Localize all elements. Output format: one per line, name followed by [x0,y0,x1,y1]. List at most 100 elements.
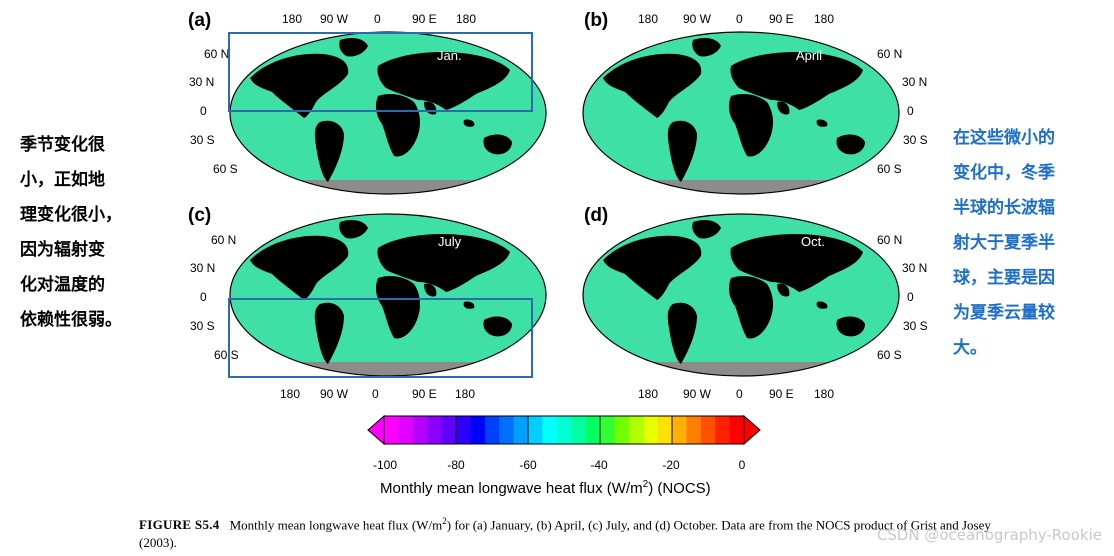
landmass [777,283,790,297]
panel-label-b: (b) [584,10,609,31]
landmass [728,276,773,339]
note-line: 球，主要是因 [953,268,1055,288]
colorbar-tick: -80 [447,458,465,472]
colorbar-frame [383,415,745,445]
lat-tick: 30 N [902,75,928,89]
lat-tick: 30 S [190,133,215,147]
month-label-april: April [796,48,823,63]
note-line: 小，正如地 [20,170,105,190]
landmass [667,120,697,182]
landmass [314,302,344,364]
landmass [692,220,721,239]
map-panel-july [228,212,548,378]
colorbar-swatch [398,416,414,444]
colorbar-arrow-high [743,414,761,446]
lat-tick: 60 N [877,47,903,61]
note-line: 大。 [953,338,987,358]
month-label-january: Jan. [437,48,462,63]
colorbar-swatch [571,416,587,444]
figure-caption: FIGURE S5.4 Monthly mean longwave heat fl… [139,516,991,551]
colorbar-swatch [470,416,486,444]
colorbar-swatch [456,416,471,444]
landmass [730,234,863,292]
note-line: 化对温度的 [20,275,105,295]
panel-label-a: (a) [188,10,212,31]
world-map [229,213,547,377]
lat-tick: 30 S [903,319,928,333]
landmass [483,134,512,155]
note-line: 依赖性很弱。 [20,310,122,330]
lat-tick: 60 N [211,233,237,247]
lon-tick: 180 [638,387,659,401]
colorbar-swatch [542,416,558,444]
note-line: 在这些微小的 [953,128,1055,148]
lon-tick: 90 W [320,387,349,401]
colorbar-swatch [441,416,457,444]
colorbar-swatch [600,416,615,444]
lon-tick: 180 [814,387,835,401]
note-line: 变化中，冬季 [953,163,1055,183]
colorbar-swatch [513,416,529,444]
colorbar-swatch [412,416,428,444]
colorbar-title: Monthly mean longwave heat flux (W/m2) (… [380,479,711,497]
lat-tick: 60 N [877,233,903,247]
lon-tick: 0 [372,387,379,401]
colorbar-swatch [499,416,515,444]
colorbar-arrow-low [367,414,385,446]
landmass [463,301,475,309]
landmass [375,94,420,157]
lat-tick: 60 N [204,47,230,61]
lon-tick: 180 [638,12,659,26]
map-panel-april [581,30,901,196]
landmass [463,119,475,127]
landmass [730,52,863,110]
panel-label-d: (d) [584,205,609,226]
lon-tick: 90 W [683,387,712,401]
lat-tick: 30 S [903,133,928,147]
lon-tick: 0 [736,387,743,401]
panel-label-c: (c) [188,205,212,226]
colorbar-tick: -100 [372,458,398,472]
highlight-box-southern [228,298,533,378]
colorbar-swatch [628,416,644,444]
note-line: 射大于夏季半 [953,233,1055,253]
colorbar-swatch [484,416,500,444]
colorbar-swatch [686,416,702,444]
landmass [424,283,437,297]
colorbar-tick: -40 [590,458,608,472]
month-label-july: July [438,234,462,249]
colorbar-swatch [614,416,630,444]
colorbar-tick: 0 [738,458,746,472]
watermark: CSDN @oceanography-Rookie [876,526,1102,544]
colorbar-swatch [715,416,731,444]
colorbar-swatch [528,416,543,444]
lon-tick: 90 W [320,12,349,26]
map-outline [582,213,900,377]
note-line: 因为辐射变 [20,240,105,260]
lon-tick: 180 [280,387,301,401]
colorbar-tick: -60 [519,458,537,472]
note-line: 半球的长波辐 [953,198,1055,218]
world-map [582,213,900,377]
landmass [314,120,344,182]
note-line: 为夏季云量较 [953,303,1055,323]
colorbar-swatch [585,416,601,444]
lat-tick: 60 S [877,348,902,362]
lat-tick: 60 S [877,162,902,176]
colorbar-swatch [729,416,745,444]
landmass [692,38,721,57]
colorbar-swatch [657,416,673,444]
lon-tick: 90 E [769,387,794,401]
month-label-october: Oct. [801,234,825,249]
figure-id: FIGURE S5.4 [139,517,220,533]
lon-tick: 90 E [412,387,437,401]
landmass [483,316,512,337]
note-right: 在这些微小的 变化中，冬季 半球的长波辐 射大于夏季半 球，主要是因 为夏季云量… [953,121,1093,366]
landmass [603,235,702,300]
colorbar-swatch [556,416,572,444]
world-map [229,31,547,195]
lat-tick: 0 [907,290,914,304]
lat-tick: 30 S [190,319,215,333]
landmass [377,234,510,292]
landmass [375,276,420,339]
